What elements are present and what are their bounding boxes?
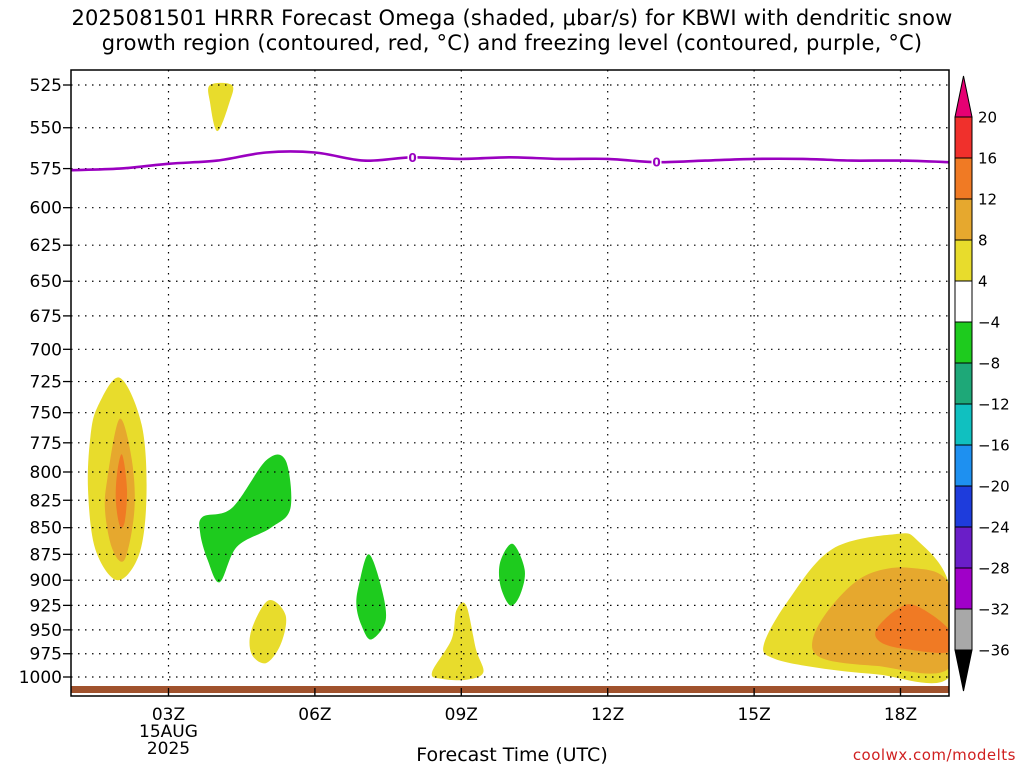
y-tick-label-925: 925 [30, 596, 62, 616]
y-tick-label-750: 750 [30, 404, 62, 424]
y-tick-label-800: 800 [30, 463, 62, 483]
colorbar-label-14: −36 [978, 642, 1010, 660]
y-tick-label-775: 775 [30, 434, 62, 454]
colorbar-label-9: −16 [978, 437, 1010, 455]
colorbar-segment-11 [954, 526, 973, 569]
omega-region-6 [356, 554, 387, 640]
omega-region-12 [875, 604, 949, 653]
colorbar-bottom-arrow [954, 649, 973, 692]
freezing-level-label-1: 0 [408, 151, 416, 165]
colorbar-segment-1 [954, 116, 973, 159]
colorbar-top-arrow [954, 75, 973, 118]
colorbar-label-11: −24 [978, 519, 1010, 537]
colorbar-label-12: −28 [978, 560, 1010, 578]
x-tick-label-15Z: 15Z [737, 705, 770, 725]
x-axis-label: Forecast Time (UTC) [416, 744, 608, 766]
y-tick-label-1000: 1000 [19, 668, 62, 688]
colorbar-segment-8 [954, 403, 973, 446]
x-tick-label-06Z: 06Z [298, 705, 331, 725]
y-tick-label-725: 725 [30, 373, 62, 393]
freezing-level-label-2: 0 [652, 156, 660, 170]
x-tick-label-03Z: 03Z [152, 705, 185, 725]
freezing-level-line [71, 150, 949, 172]
omega-region-5 [199, 454, 292, 583]
colorbar-segment-9 [954, 444, 973, 487]
omega-region-7 [498, 543, 525, 606]
colorbar-segment-2 [954, 157, 973, 200]
surface-band [71, 686, 949, 693]
colorbar-label-4: 8 [978, 232, 988, 250]
colorbar-label-1: 20 [978, 109, 997, 127]
y-tick-label-900: 900 [30, 571, 62, 591]
colorbar-label-6: −4 [978, 314, 1000, 332]
chart-title: 2025081501 HRRR Forecast Omega (shaded, … [0, 6, 1024, 56]
y-tick-label-525: 525 [30, 76, 62, 96]
x-tick-date: 15AUG [139, 722, 198, 742]
colorbar-label-2: 16 [978, 150, 997, 168]
colorbar-segment-4 [954, 239, 973, 282]
x-tick-year: 2025 [147, 739, 190, 759]
chart-title-line2: growth region (contoured, red, °C) and f… [101, 31, 923, 55]
x-tick-label-18Z: 18Z [884, 705, 917, 725]
colorbar-label-5: 4 [978, 273, 988, 291]
y-tick-label-575: 575 [30, 160, 62, 180]
omega-region-4 [115, 454, 128, 528]
x-tick-label-09Z: 09Z [445, 705, 478, 725]
y-tick-label-975: 975 [30, 645, 62, 665]
colorbar: 20 16 12 8 4 −4 −8 −12 −16 −20 −24 −28 −32 −36 [954, 75, 1010, 692]
credit-text: coolwx.com/modelts [852, 746, 1016, 764]
chart-title-line1: 2025081501 HRRR Forecast Omega (shaded, … [71, 6, 953, 30]
omega-region-8 [249, 600, 287, 664]
y-tick-label-875: 875 [30, 545, 62, 565]
freezing-label-bg-1 [407, 150, 418, 165]
colorbar-segment-6 [954, 321, 973, 364]
y-tick-label-600: 600 [30, 199, 62, 219]
colorbar-segment-7 [954, 362, 973, 405]
y-tick-label-550: 550 [30, 119, 62, 139]
y-axis: 525 550 575 600 625 650 675 700 725 750 775 800 825 8… [19, 76, 71, 688]
colorbar-label-10: −20 [978, 478, 1010, 496]
y-tick-label-675: 675 [30, 307, 62, 327]
colorbar-label-7: −8 [978, 355, 1000, 373]
x-tick-label-12Z: 12Z [591, 705, 624, 725]
colorbar-label-13: −32 [978, 601, 1010, 619]
colorbar-segment-13 [954, 608, 973, 651]
y-tick-label-850: 850 [30, 519, 62, 539]
colorbar-segment-3 [954, 198, 973, 241]
y-tick-label-700: 700 [30, 340, 62, 360]
colorbar-segment-5 [954, 280, 973, 323]
colorbar-segment-10 [954, 485, 973, 528]
omega-shading [87, 82, 949, 684]
colorbar-segment-12 [954, 567, 973, 610]
surface-ground-band [71, 686, 949, 693]
y-tick-label-625: 625 [30, 236, 62, 256]
plot-frame [70, 69, 950, 697]
omega-region-1 [208, 82, 234, 132]
freezing-label-bg-2 [651, 155, 662, 170]
colorbar-label-8: −12 [978, 396, 1010, 414]
y-tick-label-950: 950 [30, 621, 62, 641]
omega-region-9 [431, 602, 484, 681]
colorbar-label-3: 12 [978, 191, 997, 209]
y-tick-label-825: 825 [30, 491, 62, 511]
y-tick-label-650: 650 [30, 272, 62, 292]
